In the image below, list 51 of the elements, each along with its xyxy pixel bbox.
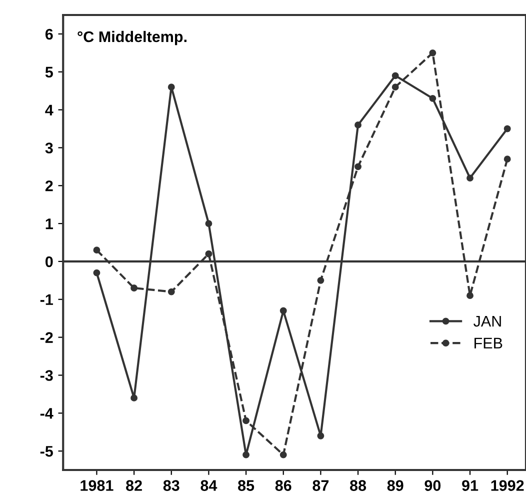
y-tick-label: -5: [40, 446, 53, 457]
x-tick-label: 89: [387, 480, 404, 491]
point: [504, 156, 511, 163]
y-tick-label: -3: [40, 370, 53, 381]
y-tick-label: 4: [45, 104, 54, 116]
legend-label: JAN: [474, 316, 501, 327]
x-tick-label: 82: [126, 480, 142, 491]
point: [280, 451, 287, 458]
point: [280, 307, 287, 314]
y-tick-label: -4: [40, 408, 54, 419]
point: [168, 288, 175, 296]
y-tick-label: 1: [46, 218, 53, 230]
point: [392, 72, 399, 80]
point: [205, 220, 212, 228]
point: [354, 121, 362, 128]
point: [93, 246, 100, 254]
point: [392, 84, 399, 91]
point: [130, 284, 138, 292]
point: [242, 451, 250, 458]
point: [504, 125, 511, 132]
y-tick-label: -1: [40, 294, 53, 305]
x-tick-label: 90: [424, 480, 441, 491]
point: [317, 276, 324, 284]
x-tick-label: 91: [462, 480, 478, 491]
y-axis-title: °C Middeltemp.: [78, 30, 186, 46]
point: [130, 394, 138, 402]
y-tick-label: -2: [40, 332, 53, 343]
point: [93, 269, 100, 276]
point: [317, 432, 324, 440]
x-tick-label: 83: [163, 480, 180, 491]
x-tick-label: 87: [312, 480, 329, 491]
point: [205, 250, 212, 258]
x-tick-label: 88: [350, 480, 366, 491]
legend-label: FEB: [474, 338, 502, 348]
y-tick-label: 3: [45, 142, 53, 154]
point: [242, 417, 250, 424]
x-tick-label: 84: [200, 480, 218, 491]
x-tick-label: 1981: [80, 480, 114, 491]
point: [354, 163, 362, 170]
y-tick-label: 2: [45, 180, 53, 192]
point: [466, 174, 474, 182]
x-tick-label: 85: [238, 480, 254, 491]
point: [429, 94, 436, 102]
y-tick-label: 0: [46, 256, 53, 268]
y-tick-label: 5: [45, 66, 53, 78]
point: [429, 49, 436, 56]
x-tick-label: 1992: [491, 480, 524, 491]
y-tick-label: 6: [45, 28, 53, 40]
point: [168, 84, 175, 91]
point: [466, 292, 474, 300]
x-tick-label: 86: [275, 480, 292, 491]
